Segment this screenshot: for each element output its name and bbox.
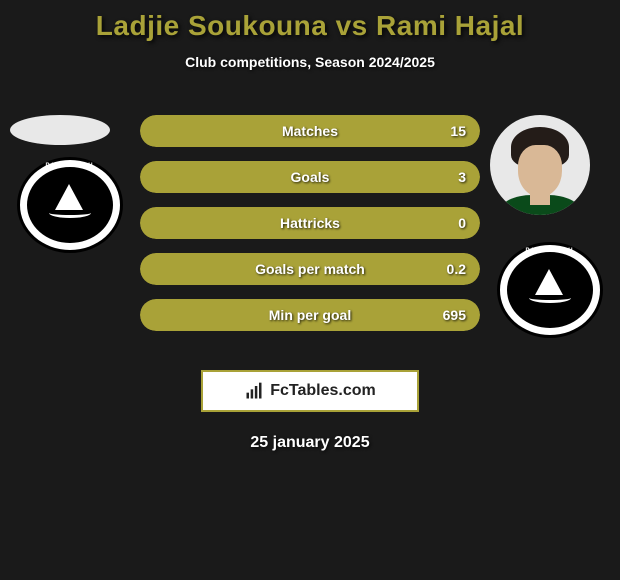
stat-row: Min per goal 695: [140, 299, 480, 331]
boat-icon: [49, 184, 91, 222]
stat-label: Goals per match: [140, 261, 480, 277]
club-badge-text: PLYMOUTH: [27, 163, 113, 169]
snapshot-date: 25 january 2025: [0, 434, 620, 452]
site-label: FcTables.com: [270, 382, 376, 400]
stat-label: Hattricks: [140, 215, 480, 231]
player1-avatar: [10, 115, 110, 145]
comparison-body: PLYMOUTH PLYMOUTH: [0, 110, 620, 360]
comparison-title: Ladjie Soukouna vs Rami Hajal: [0, 10, 620, 42]
stat-row: Hattricks 0: [140, 207, 480, 239]
stat-label: Min per goal: [140, 307, 480, 323]
stat-row: Goals per match 0.2: [140, 253, 480, 285]
stat-value: 0: [458, 215, 466, 231]
player1-club-badge: PLYMOUTH: [20, 160, 120, 250]
stat-label: Matches: [140, 123, 480, 139]
player2-club-badge: PLYMOUTH: [500, 245, 600, 335]
player2-avatar: [490, 115, 590, 215]
stat-value: 3: [458, 169, 466, 185]
stats-block: Matches 15 Goals 3 Hattricks 0 Goals per…: [140, 115, 480, 345]
stat-row: Matches 15: [140, 115, 480, 147]
stat-value: 15: [450, 123, 466, 139]
site-badge[interactable]: FcTables.com: [201, 370, 419, 412]
chart-icon: [244, 381, 264, 401]
boat-icon: [529, 269, 571, 307]
stat-row: Goals 3: [140, 161, 480, 193]
stat-value: 695: [443, 307, 466, 323]
stat-value: 0.2: [447, 261, 466, 277]
club-badge-text: PLYMOUTH: [507, 248, 593, 254]
stat-label: Goals: [140, 169, 480, 185]
comparison-subtitle: Club competitions, Season 2024/2025: [0, 54, 620, 70]
